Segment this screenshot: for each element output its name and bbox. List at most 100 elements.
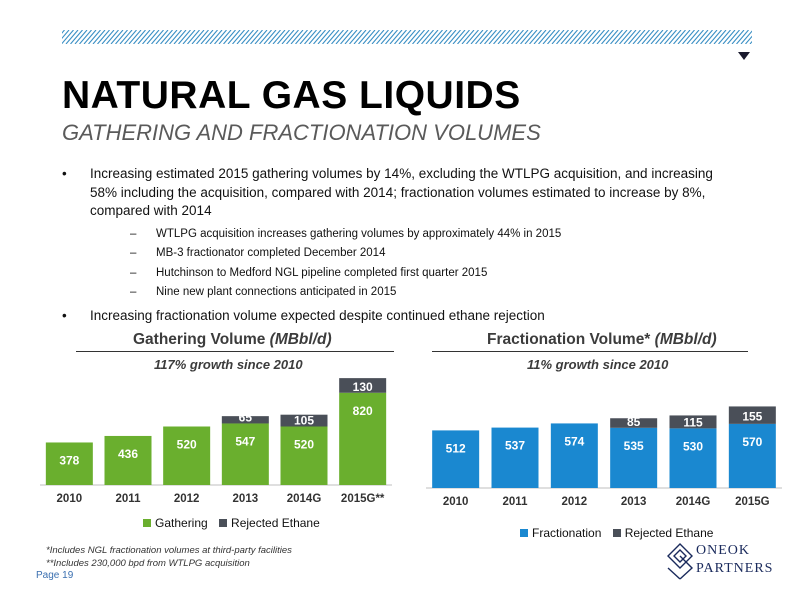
legend-swatch-ethane xyxy=(612,529,621,537)
sub-bullet-item: – Nine new plant connections anticipated… xyxy=(62,283,742,303)
hatch-stripe xyxy=(169,30,182,44)
hatch-stripe xyxy=(587,30,601,44)
hatch-stripe xyxy=(277,30,290,44)
data-label: 537 xyxy=(505,439,525,453)
hatch-stripe xyxy=(529,30,542,44)
hatch-stripe xyxy=(358,30,371,44)
hatch-stripe xyxy=(340,30,353,44)
hatch-stripe xyxy=(614,30,628,44)
sub-bullet-text: Hutchinson to Medford NGL pipeline compl… xyxy=(156,266,488,279)
legend-item-rejected-ethane: Rejected Ethane xyxy=(612,526,714,540)
hatch-stripe xyxy=(628,30,641,44)
hatch-stripe xyxy=(70,30,83,44)
hatch-stripe xyxy=(569,30,583,44)
x-tick-label: 2012 xyxy=(174,493,200,505)
hatch-stripe xyxy=(173,30,187,44)
hatch-stripe xyxy=(484,30,497,44)
hatch-stripe xyxy=(542,30,556,44)
hatch-stripe xyxy=(236,30,250,44)
bar-gathering xyxy=(104,435,152,485)
legend-item-fractionation: Fractionation xyxy=(520,526,601,540)
bullet-item: • Increasing estimated 2015 gathering vo… xyxy=(62,165,742,221)
hatch-stripe xyxy=(745,35,752,44)
hatch-stripe xyxy=(416,30,430,44)
hatch-stripe xyxy=(524,30,538,44)
fractionation-title-rule xyxy=(432,351,748,352)
hatch-stripe xyxy=(335,30,349,44)
gathering-chart-title-text: Gathering Volume xyxy=(133,331,266,348)
bar-fractionation xyxy=(669,428,717,488)
hatch-stripe xyxy=(322,30,335,44)
hatch-stripe xyxy=(245,30,259,44)
hatch-stripe xyxy=(736,30,749,44)
page-title: NATURAL GAS LIQUIDS xyxy=(62,74,521,117)
footnote-fractionation: *Includes NGL fractionation volumes at t… xyxy=(46,545,292,556)
logo-line1: ONEOK xyxy=(696,543,750,558)
x-tick-label: 2010 xyxy=(57,493,83,505)
hatch-stripe xyxy=(596,30,610,44)
hatch-stripe xyxy=(655,30,668,44)
hatch-stripe xyxy=(160,30,173,44)
bar-fractionation xyxy=(728,423,776,488)
hatch-stripe xyxy=(200,30,214,44)
dash-glyph: – xyxy=(130,286,137,298)
fractionation-chart-title-text: Fractionation Volume* xyxy=(487,331,651,348)
legend-swatch-fractionation xyxy=(520,529,528,537)
hatch-stripe xyxy=(421,30,434,44)
hatch-stripe xyxy=(209,30,223,44)
bullet-text: Increasing estimated 2015 gathering volu… xyxy=(90,166,713,218)
hatch-stripe xyxy=(65,30,79,44)
sub-bullet-text: MB-3 fractionator completed December 201… xyxy=(156,247,386,259)
hatch-stripe xyxy=(727,30,740,44)
hatch-stripe xyxy=(592,30,605,44)
hatch-stripe xyxy=(88,30,101,44)
footnote-wtlpg: **Includes 230,000 bpd from WTLPG acquis… xyxy=(46,558,250,569)
hatch-stripe xyxy=(110,30,124,44)
hatch-stripe xyxy=(254,30,268,44)
legend-label: Rejected Ethane xyxy=(231,516,320,530)
bar-gathering xyxy=(339,392,387,485)
hatch-stripe xyxy=(479,30,493,44)
hatch-stripe xyxy=(187,30,200,44)
dropdown-triangle-icon xyxy=(738,52,750,60)
hatch-stripe xyxy=(740,30,752,44)
hatch-stripe xyxy=(677,30,691,44)
hatch-stripe xyxy=(281,30,295,44)
bar-rejected-ethane xyxy=(339,378,387,393)
legend-swatch-gathering xyxy=(143,519,151,527)
hatch-stripe xyxy=(164,30,178,44)
hatch-stripe xyxy=(74,30,88,44)
data-label: 512 xyxy=(446,441,466,455)
hatch-stripe xyxy=(313,30,326,44)
bullet-text: Increasing fractionation volume expected… xyxy=(90,307,545,323)
legend-label: Rejected Ethane xyxy=(624,526,714,540)
hatch-stripe xyxy=(362,30,376,44)
fractionation-volume-chart: 512 2010 537 2011 574 2012 535 85 2013 530 115 2014… xyxy=(426,406,782,508)
hatch-stripe xyxy=(574,30,587,44)
hatch-stripe xyxy=(695,30,709,44)
hatch-stripe xyxy=(515,30,529,44)
bar-fractionation xyxy=(550,423,598,488)
hatch-stripe xyxy=(137,30,151,44)
hatch-stripe xyxy=(398,30,412,44)
hatch-stripe xyxy=(317,30,331,44)
bullet-glyph: • xyxy=(62,166,67,181)
hatch-stripe xyxy=(380,30,394,44)
hatch-stripe xyxy=(664,30,677,44)
gathering-legend: Gathering Rejected Ethane xyxy=(143,516,328,530)
hatch-stripe xyxy=(227,30,241,44)
hatch-stripe xyxy=(709,30,722,44)
hatch-stripe xyxy=(650,30,664,44)
hatch-stripe xyxy=(610,30,623,44)
legend-swatch-ethane xyxy=(219,519,228,527)
hatch-stripe xyxy=(268,30,281,44)
hatch-stripe xyxy=(62,30,74,44)
hatch-stripe xyxy=(691,30,704,44)
hatch-stripe xyxy=(704,30,718,44)
hatch-stripe xyxy=(722,30,736,44)
hatch-stripe xyxy=(151,30,164,44)
hatch-stripe xyxy=(223,30,236,44)
x-tick-label: 2013 xyxy=(233,493,259,505)
hatch-stripe xyxy=(560,30,574,44)
hatch-stripe xyxy=(713,30,727,44)
